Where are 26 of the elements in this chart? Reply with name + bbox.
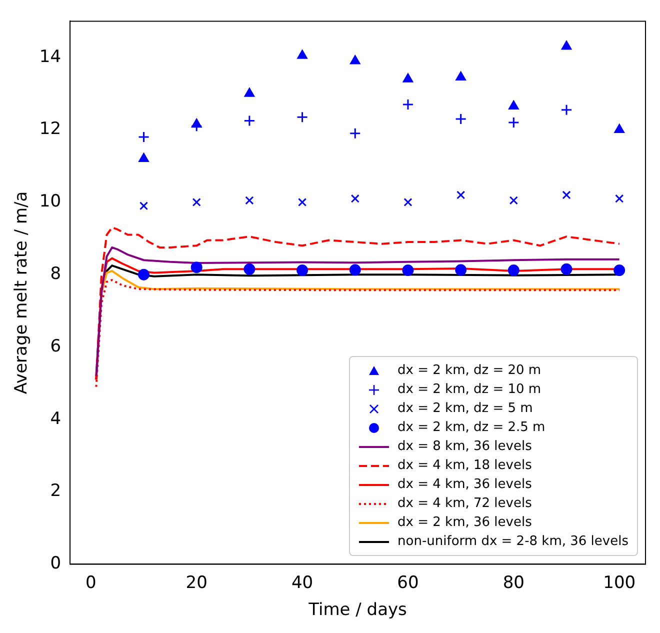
x-tick-label: 80 <box>502 572 524 593</box>
legend-label: dx = 4 km, 72 levels <box>398 495 532 514</box>
y-tick-label: 10 <box>39 192 62 212</box>
legend-label: dx = 4 km, 36 levels <box>398 476 532 494</box>
legend-label: dx = 4 km, 18 levels <box>398 457 532 476</box>
y-tick-label: 8 <box>50 264 62 284</box>
y-axis-title: Average melt rate / m/a <box>12 191 32 394</box>
legend-label: dx = 8 km, 36 levels <box>398 438 532 456</box>
x-tick-label: 100 <box>603 572 636 593</box>
legend-label: dx = 2 km, dz = 10 m <box>398 381 542 400</box>
y-tick-label: 14 <box>39 46 62 67</box>
x-tick-label: 20 <box>186 572 208 593</box>
y-tick-label: 6 <box>50 336 62 356</box>
x-tick-label: 0 <box>85 572 96 593</box>
y-tick-label: 4 <box>50 408 62 429</box>
y-tick-label: 12 <box>39 119 62 140</box>
x-tick-label: 60 <box>397 572 419 593</box>
y-tick-label: 2 <box>50 481 62 502</box>
legend-label: dx = 2 km, dz = 20 m <box>398 362 542 380</box>
x-tick-label: 40 <box>291 572 314 593</box>
legend-label: non-uniform dx = 2-8 km, 36 levels <box>398 533 628 552</box>
y-tick-label: 0 <box>50 554 62 574</box>
x-axis-title: Time / days <box>308 600 408 620</box>
legend-label: dx = 2 km, 36 levels <box>398 514 532 532</box>
legend-label: dx = 2 km, dz = 5 m <box>398 400 533 418</box>
legend-label: dx = 2 km, dz = 2.5 m <box>398 419 546 438</box>
